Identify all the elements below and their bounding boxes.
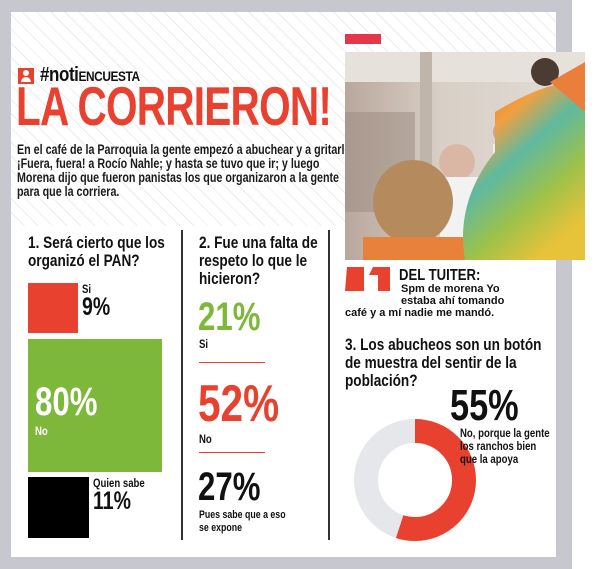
- q1-label-si: Si: [82, 282, 92, 296]
- q1-label-quien-sabe: Quien sabe: [93, 476, 145, 490]
- news-photo: [345, 52, 585, 260]
- tuiter-line-2: estaba ahí tomando: [401, 295, 505, 307]
- intro-text: En el café de la Parroquia la gente empe…: [17, 142, 351, 199]
- q1-bar-no: [28, 339, 162, 472]
- accent-bar: [345, 34, 381, 44]
- user-icon: [18, 67, 34, 84]
- quote-icon: [345, 267, 390, 291]
- q2-divider: [199, 362, 265, 363]
- q2-divider: [199, 452, 265, 453]
- q3-label: No, porque la gente los ranchos bien que l…: [460, 426, 550, 466]
- tuiter-line-3: café y a mí nadie me mandó.: [345, 307, 495, 319]
- q2-pct-no: 52%: [198, 375, 280, 433]
- q2-pct-expone: 27%: [198, 465, 261, 509]
- q2-label-no: No: [199, 432, 212, 446]
- q3-pct: 55%: [450, 381, 519, 430]
- q2-pct-si: 21%: [198, 295, 261, 339]
- q2-label-si: Si: [199, 337, 209, 351]
- hashtag: #notiENCUESTA: [40, 64, 140, 86]
- q1-pct-no: 80%: [35, 380, 98, 424]
- q3-donut-chart: [354, 419, 476, 541]
- q2-label-expone: Pues sabe que a eso se expone: [199, 509, 286, 534]
- column-divider: [328, 230, 330, 540]
- column-divider: [181, 230, 183, 540]
- q1-bar-si: [28, 283, 78, 333]
- q2-question: 2. Fue una falta de respeto lo que le hici…: [199, 233, 318, 288]
- q1-pct-si: 9%: [82, 293, 111, 321]
- page-title: LA CORRIERON!: [16, 76, 332, 138]
- crowd-photo-illustration: [345, 52, 585, 260]
- tuiter-heading: DEL TUITER:: [399, 267, 481, 284]
- q1-bar-quien-sabe: [28, 477, 89, 538]
- hashtag-row: #notiENCUESTA: [18, 64, 157, 87]
- q1-label-no: No: [35, 424, 48, 438]
- q1-pct-quien-sabe: 11%: [93, 487, 131, 515]
- tuiter-line-1: Spm de morena Yo: [401, 283, 500, 295]
- q3-question: 3. Los abucheos son un botón de muestra d…: [345, 335, 542, 390]
- q1-question: 1. Será cierto que los organizó el PAN?: [28, 233, 165, 270]
